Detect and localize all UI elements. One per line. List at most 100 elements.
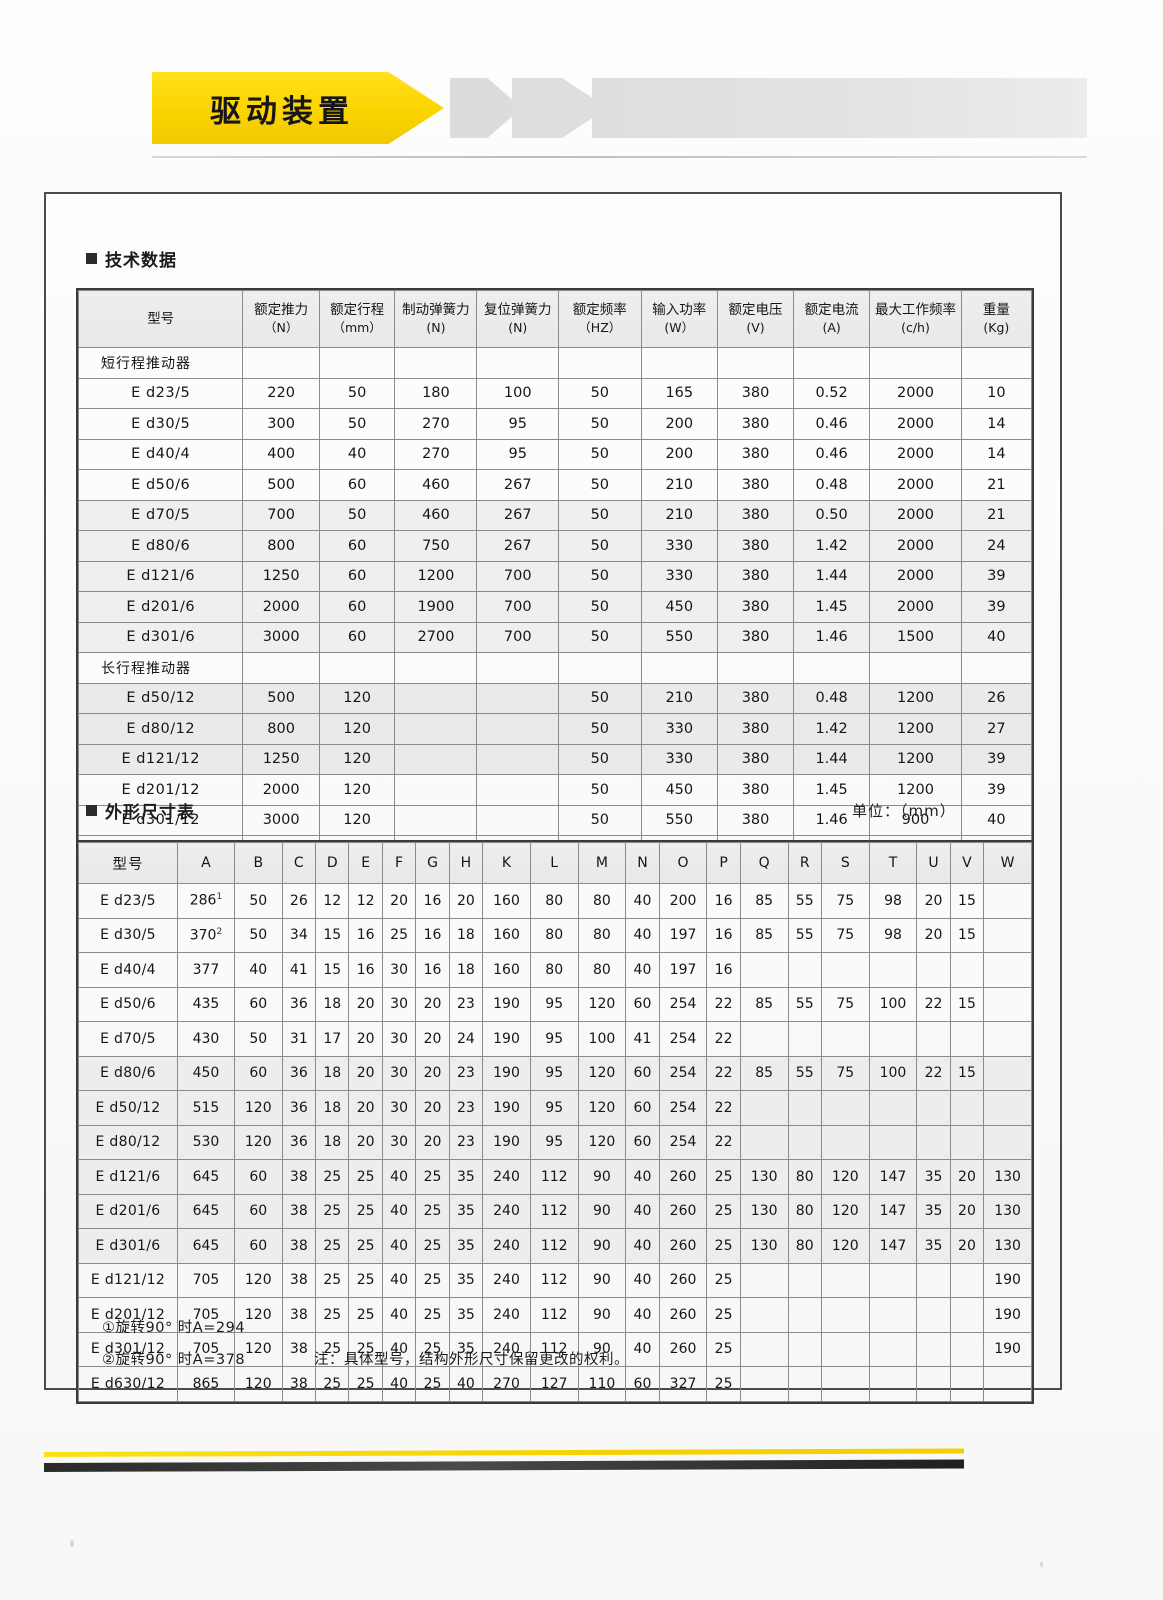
dimension-table-body: E d23/5 2861 50 26 12 12 20 16 20 160 80 80 40 200 16 8… <box>78 883 1032 1402</box>
data-cell <box>983 952 1032 988</box>
data-cell: 700 <box>476 560 560 592</box>
dimension-table: 型号 A B C D E F G H K L M N O P Q R S T U V W E d23/5 2861 50 26 1… <box>76 840 1034 1404</box>
data-cell: 30 <box>381 1124 417 1160</box>
data-cell: 35 <box>916 1159 951 1195</box>
footer-rule-yellow <box>43 1448 965 1457</box>
data-cell: 40 <box>448 1366 484 1402</box>
data-cell: 36 <box>281 1055 317 1091</box>
data-cell: 380 <box>717 499 794 531</box>
data-cell <box>739 1124 789 1160</box>
data-cell: 38 <box>281 1366 317 1402</box>
data-cell: 50 <box>558 408 642 440</box>
dim-col-header-N: N <box>625 842 660 884</box>
table-row: E d80/12 530 120 36 18 20 30 20 23 190 95 120 60 254 2… <box>78 1124 1032 1160</box>
data-cell <box>739 1021 789 1057</box>
data-cell <box>394 682 478 714</box>
data-cell <box>916 1366 951 1402</box>
table-row: E d201/6 645 60 38 25 25 40 25 35 240 112 90 40 260 25… <box>78 1193 1032 1229</box>
data-cell: 40 <box>625 1159 660 1195</box>
data-cell: 21 <box>960 499 1033 531</box>
data-cell: 38 <box>281 1331 317 1367</box>
data-cell: 120 <box>820 1228 870 1264</box>
dim-col-header-S: S <box>820 842 870 884</box>
data-cell: 20 <box>415 1021 450 1057</box>
data-cell: 30 <box>381 1055 417 1091</box>
data-cell: 270 <box>394 408 478 440</box>
data-cell: 1200 <box>869 743 962 775</box>
data-cell <box>949 1331 985 1367</box>
table-row: E d23/5 2861 50 26 12 12 20 16 20 160 80 80 40 200 16 8… <box>78 883 1032 919</box>
model-cell: E d201/6 <box>77 591 244 623</box>
header-label: 额定电压 <box>728 302 783 319</box>
model-cell: E d121/6 <box>77 560 244 592</box>
data-cell: 38 <box>281 1228 317 1264</box>
empty-cell <box>318 652 396 684</box>
data-cell: 15 <box>949 917 985 953</box>
model-cell: E d30/5 <box>77 408 244 440</box>
data-cell: 50 <box>318 408 396 440</box>
dim-col-header-G: G <box>415 842 450 884</box>
data-cell: 865 <box>177 1366 235 1402</box>
data-cell: 95 <box>529 986 579 1022</box>
data-cell: 130 <box>739 1228 789 1264</box>
data-cell: 75 <box>820 917 870 953</box>
data-cell: 22 <box>706 1090 741 1126</box>
model-cell: E d121/6 <box>78 1159 178 1195</box>
data-cell: 20 <box>348 1055 383 1091</box>
data-cell: 1.46 <box>792 621 871 653</box>
data-cell: 1200 <box>394 560 478 592</box>
data-cell: 0.46 <box>792 438 871 470</box>
data-cell: 25 <box>415 1193 450 1229</box>
data-cell: 25 <box>348 1159 383 1195</box>
data-cell <box>820 1262 870 1298</box>
data-cell <box>916 1021 951 1057</box>
data-cell: 3000 <box>242 621 320 653</box>
data-cell: 23 <box>448 1055 484 1091</box>
data-cell: 18 <box>315 1124 350 1160</box>
data-cell: 267 <box>476 469 560 501</box>
data-cell: 450 <box>640 774 719 806</box>
data-cell: 260 <box>658 1331 708 1367</box>
data-cell: 16 <box>706 952 741 988</box>
table-row: E d80/6 800 60 750 267 50 330 380 1.42 2000 24 <box>77 530 1033 562</box>
data-cell: 2000 <box>869 560 962 592</box>
data-cell: 700 <box>476 591 560 623</box>
data-cell: 327 <box>658 1366 708 1402</box>
data-cell <box>916 1331 951 1367</box>
header-label: 额定推力 <box>254 302 309 319</box>
data-cell: 90 <box>577 1228 627 1264</box>
data-cell: 25 <box>706 1297 741 1333</box>
data-cell: 14 <box>960 438 1033 470</box>
data-cell: 100 <box>868 1055 918 1091</box>
data-cell: 1500 <box>869 621 962 653</box>
data-cell <box>820 1297 870 1333</box>
data-cell: 254 <box>658 986 708 1022</box>
data-cell: 30 <box>381 986 417 1022</box>
data-cell: 50 <box>318 377 396 409</box>
data-cell: 515 <box>177 1090 235 1126</box>
empty-cell <box>960 652 1033 684</box>
data-cell: 60 <box>625 1124 660 1160</box>
dim-col-header-U: U <box>916 842 951 884</box>
data-cell: 380 <box>717 469 794 501</box>
footnote-marker: 2 <box>216 926 223 937</box>
data-cell: 240 <box>482 1159 531 1195</box>
data-cell: 50 <box>558 713 642 745</box>
dim-col-header-A: A <box>177 842 235 884</box>
data-cell: 120 <box>233 1124 283 1160</box>
data-cell: 1.44 <box>792 743 871 775</box>
data-cell: 50 <box>558 774 642 806</box>
data-cell: 3000 <box>242 804 320 836</box>
model-cell: E d40/4 <box>77 438 244 470</box>
empty-cell <box>717 347 794 379</box>
data-cell: 30 <box>381 952 417 988</box>
data-cell: 190 <box>482 1055 531 1091</box>
data-cell <box>983 1021 1032 1057</box>
header-unit: （mm） <box>332 319 382 335</box>
data-cell: 0.48 <box>792 469 871 501</box>
data-cell: 35 <box>448 1297 484 1333</box>
data-cell: 16 <box>706 917 741 953</box>
data-cell: 20 <box>348 1021 383 1057</box>
data-cell: 645 <box>177 1193 235 1229</box>
data-cell: 36 <box>281 1124 317 1160</box>
